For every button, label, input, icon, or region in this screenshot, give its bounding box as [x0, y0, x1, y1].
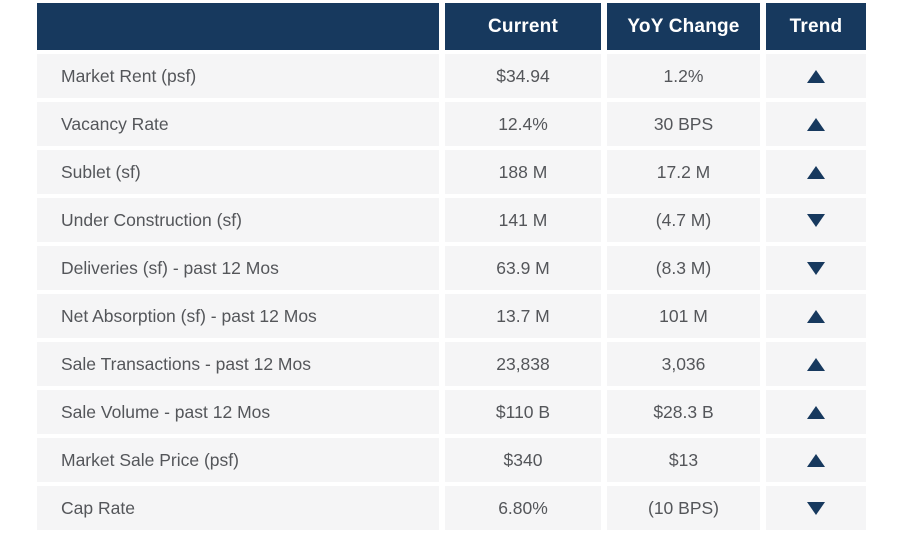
trend-up-icon — [807, 117, 825, 131]
metric-label-cell: Deliveries (sf) - past 12 Mos — [37, 246, 439, 290]
current-value-cell: $110 B — [445, 390, 601, 434]
yoy-change-value-cell: $13 — [607, 438, 760, 482]
yoy-change-value-cell: $28.3 B — [607, 390, 760, 434]
yoy-change-value-cell: 101 M — [607, 294, 760, 338]
trend-cell — [766, 438, 866, 482]
trend-cell — [766, 390, 866, 434]
current-value-cell: $34.94 — [445, 54, 601, 98]
current-value-cell: 13.7 M — [445, 294, 601, 338]
trend-cell — [766, 198, 866, 242]
yoy-change-value-cell: (8.3 M) — [607, 246, 760, 290]
metric-label-cell: Sublet (sf) — [37, 150, 439, 194]
metric-label-cell: Vacancy Rate — [37, 102, 439, 146]
metric-label-cell: Market Rent (psf) — [37, 54, 439, 98]
trend-up-icon — [807, 165, 825, 179]
trend-up-icon — [807, 453, 825, 467]
trend-down-icon — [807, 213, 825, 227]
metric-label-cell: Market Sale Price (psf) — [37, 438, 439, 482]
current-value-cell: 188 M — [445, 150, 601, 194]
trend-down-icon — [807, 261, 825, 275]
trend-up-icon — [807, 69, 825, 83]
column-header-yoy-change: YoY Change — [607, 3, 760, 50]
current-value-cell: 12.4% — [445, 102, 601, 146]
trend-cell — [766, 102, 866, 146]
current-value-cell: $340 — [445, 438, 601, 482]
yoy-change-value-cell: (4.7 M) — [607, 198, 760, 242]
trend-up-icon — [807, 309, 825, 323]
market-stats-table: Current YoY Change Trend Market Rent (ps… — [37, 3, 866, 530]
current-value-cell: 63.9 M — [445, 246, 601, 290]
yoy-change-value-cell: 1.2% — [607, 54, 760, 98]
column-header-blank — [37, 3, 439, 50]
trend-cell — [766, 486, 866, 530]
trend-down-icon — [807, 501, 825, 515]
trend-cell — [766, 54, 866, 98]
metric-label-cell: Net Absorption (sf) - past 12 Mos — [37, 294, 439, 338]
trend-cell — [766, 150, 866, 194]
yoy-change-value-cell: 17.2 M — [607, 150, 760, 194]
column-header-trend: Trend — [766, 3, 866, 50]
trend-cell — [766, 342, 866, 386]
yoy-change-value-cell: 30 BPS — [607, 102, 760, 146]
yoy-change-value-cell: (10 BPS) — [607, 486, 760, 530]
trend-cell — [766, 246, 866, 290]
current-value-cell: 141 M — [445, 198, 601, 242]
metric-label-cell: Sale Transactions - past 12 Mos — [37, 342, 439, 386]
trend-cell — [766, 294, 866, 338]
metric-label-cell: Sale Volume - past 12 Mos — [37, 390, 439, 434]
trend-up-icon — [807, 405, 825, 419]
current-value-cell: 6.80% — [445, 486, 601, 530]
metric-label-cell: Under Construction (sf) — [37, 198, 439, 242]
trend-up-icon — [807, 357, 825, 371]
column-header-current: Current — [445, 3, 601, 50]
yoy-change-value-cell: 3,036 — [607, 342, 760, 386]
metric-label-cell: Cap Rate — [37, 486, 439, 530]
current-value-cell: 23,838 — [445, 342, 601, 386]
